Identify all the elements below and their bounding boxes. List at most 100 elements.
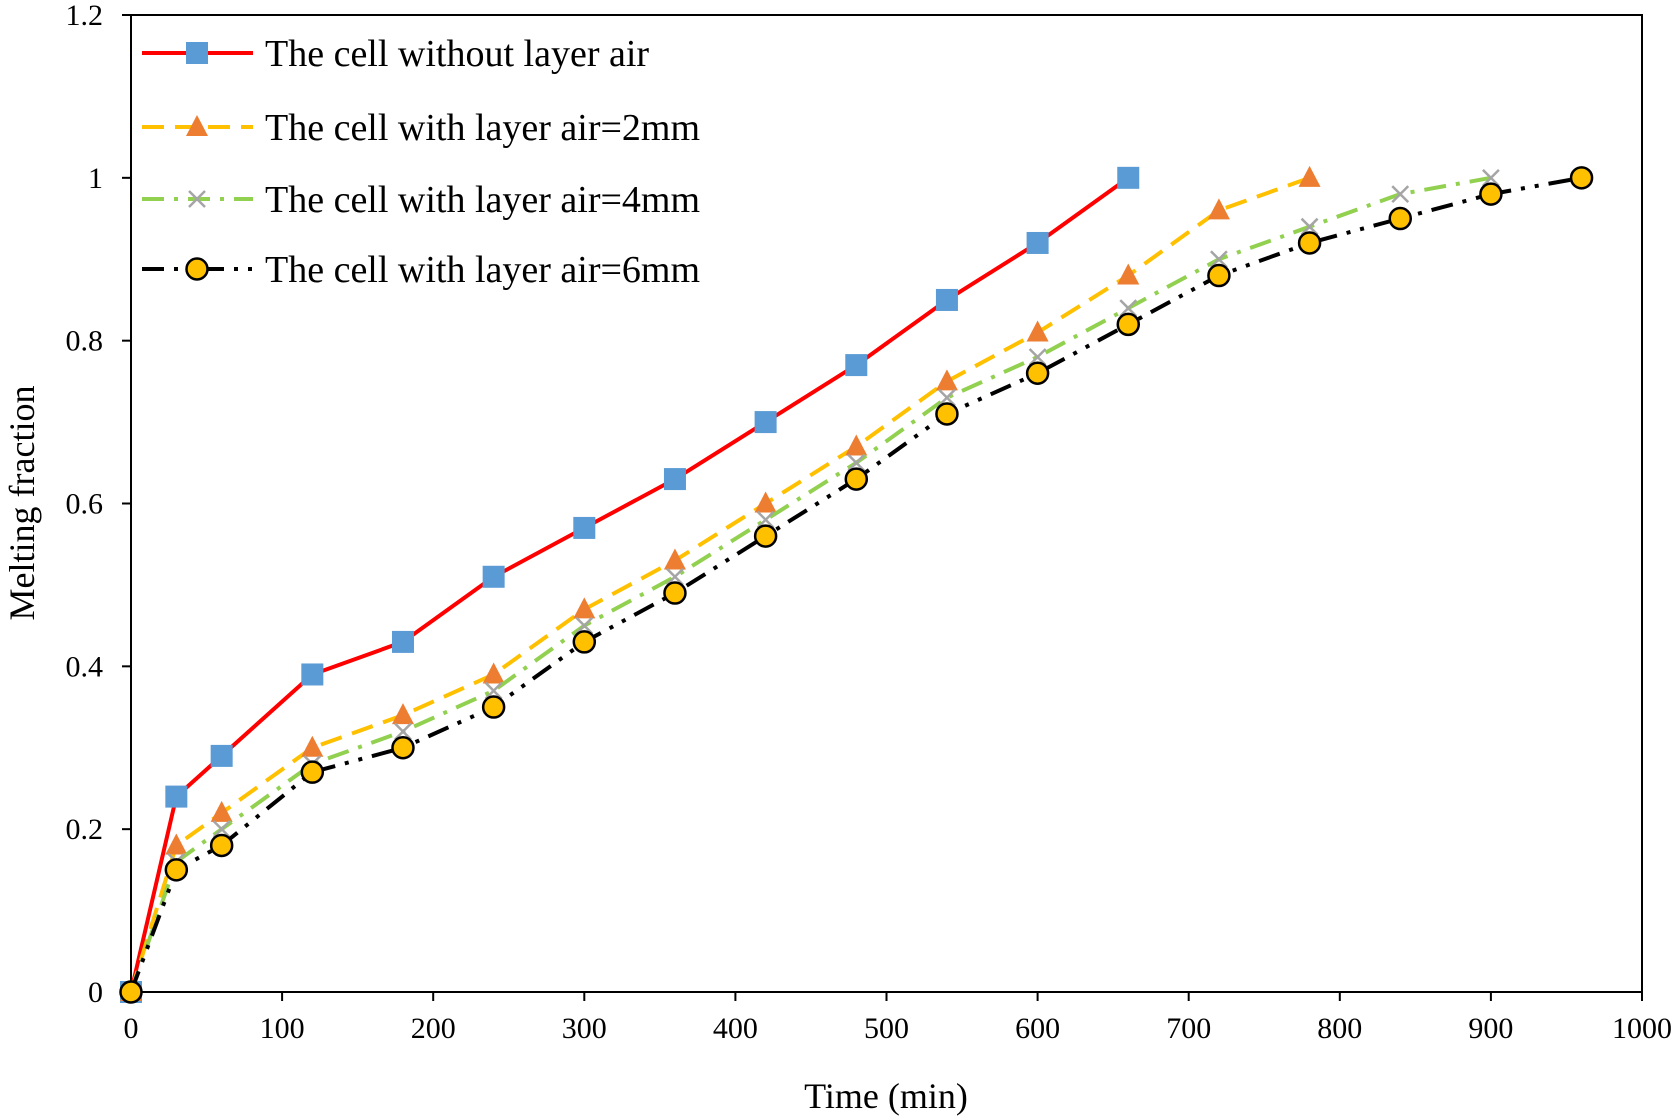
series-line <box>129 175 1492 993</box>
legend-item-1: The cell without layer air <box>142 33 649 75</box>
marker-circle <box>572 630 597 654</box>
series-4 <box>119 166 1594 1004</box>
marker-circle <box>300 760 325 784</box>
marker-triangle <box>1207 198 1230 220</box>
marker-circle <box>935 402 959 426</box>
x-tick-label: 1000 <box>1612 1012 1672 1045</box>
marker-x <box>484 681 503 700</box>
marker-square <box>165 785 188 808</box>
marker-x <box>188 190 206 208</box>
series-line <box>129 175 1311 993</box>
marker-x-stroke <box>1210 250 1228 269</box>
y-tick-label: 0.2 <box>66 813 104 846</box>
marker-x-stroke <box>938 388 956 407</box>
x-tick-label: 700 <box>1166 1012 1211 1045</box>
series-group <box>119 165 1594 1004</box>
series-1 <box>120 166 1140 1003</box>
legend: The cell without layer air The cell with … <box>142 33 700 291</box>
series-line <box>129 175 1582 993</box>
x-axis-title: Time (min) <box>804 1076 968 1116</box>
legend-label: The cell with layer air=4mm <box>265 179 700 221</box>
marker-x <box>212 820 231 839</box>
marker-triangle <box>754 491 777 513</box>
marker-square <box>663 468 686 491</box>
marker-triangle <box>1026 320 1049 342</box>
x-tick-label: 600 <box>1015 1012 1060 1045</box>
marker-triangle <box>573 597 596 619</box>
marker-circle <box>481 695 506 719</box>
marker-x-stroke <box>847 453 866 472</box>
legend-label: The cell with layer air=6mm <box>265 249 700 291</box>
marker-square <box>935 288 958 311</box>
marker-x <box>847 453 866 472</box>
marker-x-stroke <box>1391 185 1410 204</box>
y-tick-label: 0.6 <box>66 488 104 521</box>
y-tick-label: 0.4 <box>66 650 104 683</box>
marker-triangle <box>845 434 868 456</box>
marker-triangle <box>165 833 188 855</box>
marker-x <box>938 388 956 407</box>
marker-circle <box>1479 182 1503 206</box>
marker-square <box>573 516 596 539</box>
marker-triangle <box>186 115 208 136</box>
marker-x-stroke <box>212 820 231 839</box>
marker-x <box>394 722 412 741</box>
marker-triangle <box>663 548 686 570</box>
marker-circle <box>119 980 143 1004</box>
series-3 <box>122 168 1500 1001</box>
marker-x-stroke <box>394 722 412 741</box>
y-axis-title: Melting fraction <box>2 386 42 621</box>
marker-x-stroke <box>575 616 594 635</box>
marker-x <box>575 616 594 635</box>
marker-x <box>1210 250 1228 269</box>
marker-x-stroke <box>1119 299 1138 317</box>
marker-circle <box>209 833 234 858</box>
marker-square <box>754 411 777 434</box>
marker-circle <box>1116 312 1141 337</box>
y-tick-label: 0.8 <box>66 325 104 358</box>
marker-x-stroke <box>1482 168 1500 187</box>
x-tick-label: 200 <box>411 1012 456 1045</box>
axis-ticks: 0 100 200 300 400 500 600 700 800 900 1000 0 0.2 0.4 0… <box>66 0 1673 1045</box>
y-tick-label: 0 <box>88 976 103 1009</box>
marker-triangle <box>210 800 233 822</box>
marker-circle <box>1569 166 1594 190</box>
x-tick-label: 800 <box>1317 1012 1362 1045</box>
x-tick-label: 300 <box>562 1012 607 1045</box>
marker-circle <box>1388 206 1412 231</box>
legend-item-4: The cell with layer air=6mm <box>142 249 700 291</box>
marker-x <box>666 567 684 586</box>
marker-x <box>1119 299 1138 317</box>
marker-triangle <box>301 735 324 757</box>
marker-circle <box>844 467 869 491</box>
legend-item-3: The cell with layer air=4mm <box>142 179 700 221</box>
legend-label: The cell with layer air=2mm <box>265 107 700 149</box>
x-tick-label: 0 <box>124 1012 139 1045</box>
marker-triangle <box>935 369 958 391</box>
x-tick-label: 400 <box>713 1012 758 1045</box>
marker-circle <box>663 581 687 605</box>
marker-square <box>845 354 868 377</box>
marker-circle <box>1207 263 1231 288</box>
marker-x-stroke <box>1028 348 1047 366</box>
marker-square <box>1026 231 1049 254</box>
marker-circle <box>185 257 209 281</box>
marker-square <box>210 744 233 767</box>
marker-circle <box>164 858 189 882</box>
x-tick-label: 900 <box>1468 1012 1513 1045</box>
marker-circle <box>391 736 415 760</box>
plot-area-frame <box>130 14 1643 993</box>
legend-item-2: The cell with layer air=2mm <box>142 107 700 149</box>
marker-x <box>1300 217 1319 236</box>
marker-square <box>1117 166 1140 189</box>
marker-x <box>1028 348 1047 366</box>
marker-x-stroke <box>756 510 775 529</box>
x-tick-label: 100 <box>260 1012 305 1045</box>
marker-square <box>391 630 414 653</box>
marker-triangle <box>1117 263 1140 285</box>
marker-x <box>1482 168 1500 187</box>
marker-x-stroke <box>188 190 206 208</box>
marker-square <box>482 565 505 588</box>
